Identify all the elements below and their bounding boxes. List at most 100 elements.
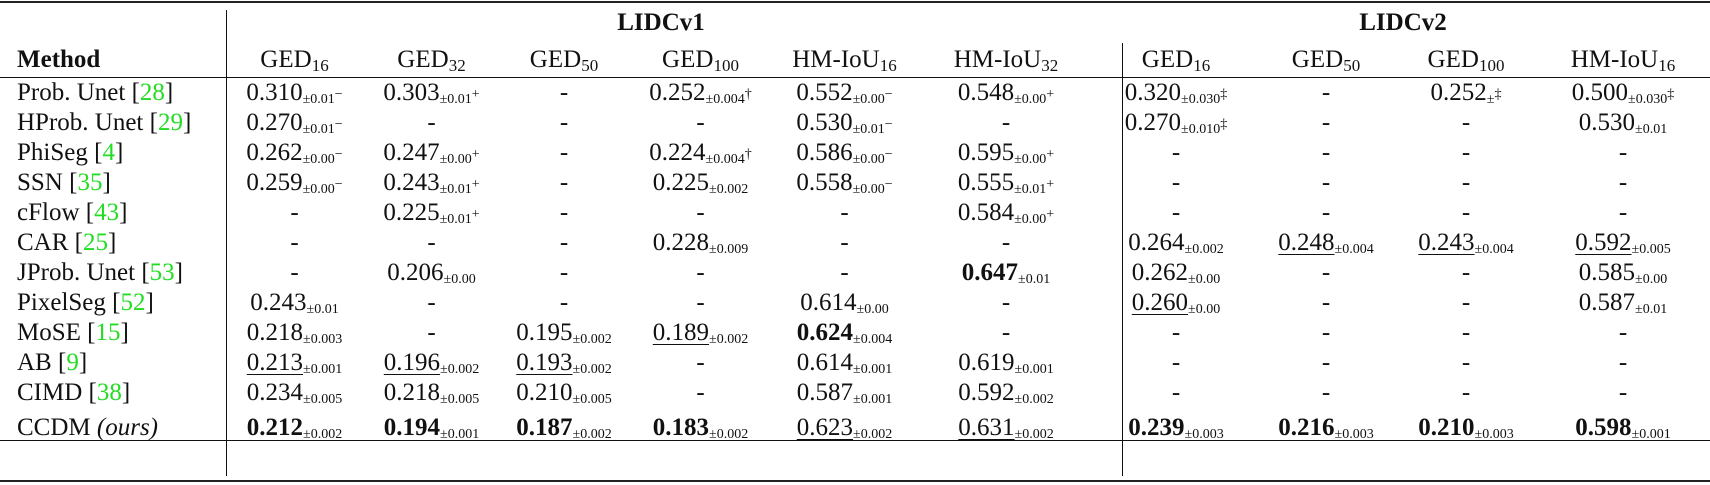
cell-std: ±0.002 [303,427,343,442]
method-name: PixelSeg [17,289,106,316]
citation-link[interactable]: 9 [66,349,79,376]
cell-value: - [1001,289,1011,316]
cell-significance-mark: ‡ [1220,87,1228,102]
cell-value: 0.530 [1578,109,1636,136]
table-cell: - [1396,348,1536,378]
citation-link[interactable]: 25 [82,229,108,256]
column-header-subscript: 16 [1658,55,1676,75]
cell-std: ±0.001 [853,362,893,377]
table-cell: - [1396,258,1536,288]
cell-value: 0.584 [957,199,1015,226]
cell-value: 0.595 [957,139,1015,166]
citation-link[interactable]: 38 [96,379,122,406]
table-cell: 0.614±0.001 [773,348,916,378]
table-cell: 0.647±0.01 [916,258,1096,288]
cell-value: 0.624 [796,319,854,346]
table-cell: 0.270±0.01− [226,108,363,138]
citation-link[interactable]: 43 [94,199,120,226]
table-cell: - [1396,108,1536,138]
table-cell: 0.218±0.003 [226,318,363,348]
cell-value: 0.248 [1278,229,1335,256]
column-header: HM-IoU16 [1536,41,1710,78]
table-cell: 0.270±0.010‡ [1096,108,1256,138]
table-cell: - [1256,288,1396,318]
cell-significance-mark: ‡ [1494,87,1502,102]
citation-link[interactable]: 28 [139,79,165,106]
cell-value: 0.252 [649,79,706,106]
cell-value: 0.558 [796,169,853,196]
cell-std: ±0.01 [439,182,472,197]
table-cell: - [500,258,628,288]
table-cell: 0.216±0.003 [1256,408,1396,446]
citation-link[interactable]: 29 [157,109,183,136]
table-cell: 0.206±0.00 [363,258,500,288]
table-cell: 0.193±0.002 [500,348,628,378]
cell-value: 0.210 [1418,414,1475,441]
cell-value: - [559,229,569,256]
cell-std: ±0.01 [1014,182,1047,197]
table-cell: - [1096,198,1256,228]
cell-value: 0.270 [246,109,303,136]
column-header: HM-IoU32 [916,41,1096,78]
method-name-cell: HProb. Unet [29] [17,109,192,136]
table-cell: - [500,198,628,228]
table-cell: 0.225±0.01+ [363,198,500,228]
cell-value: - [1461,289,1471,316]
cell-value: - [559,169,569,196]
cell-value: 0.592 [1575,229,1632,256]
table-cell: 0.624±0.004 [773,318,916,348]
cell-value: 0.548 [957,79,1015,106]
cell-value: 0.619 [958,349,1015,376]
method-suffix: (ours) [96,414,158,441]
cell-std: ±0.002 [1014,427,1054,442]
table-row: MoSE [15] 0.218±0.003-0.195±0.002 0.189±0.… [0,318,1710,348]
citation-link[interactable]: 53 [149,259,175,286]
column-header-metric: GED [1291,45,1344,73]
method-name-cell: SSN [35] [17,169,111,196]
comparison-table: LIDCv1 LIDCv2 Method GED16 GED32 GED50 GED1… [0,4,1710,446]
cell-value: 0.239 [1128,414,1185,441]
table-cell: - [628,198,773,228]
citation-link[interactable]: 4 [102,139,115,166]
cell-std: ±0.00 [302,152,335,167]
cell-value: 0.196 [383,349,441,376]
cell-value: - [1171,349,1181,376]
citation-link[interactable]: 35 [77,169,103,196]
group-lidcv1: LIDCv1 [617,8,705,36]
cell-significance-mark: − [884,87,893,102]
citation-link[interactable]: 15 [95,319,121,346]
cell-value: - [1321,169,1331,196]
cell-std: ±0.00 [1014,212,1047,227]
cell-std: ±0.002 [440,362,480,377]
cell-value: 0.218 [383,379,441,406]
cell-value: - [1461,379,1471,406]
column-header: GED16 [1096,41,1256,78]
cell-std: ±0.003 [1474,427,1514,442]
cell-value: 0.585 [1578,259,1636,286]
column-header-metric: GED [662,45,714,73]
method-name: CCDM [17,414,91,441]
citation-link[interactable]: 52 [120,289,146,316]
cell-significance-mark: + [471,177,480,192]
column-header-metric: GED [397,45,449,73]
cell-value: 0.631 [958,414,1015,441]
column-header-subscript: 100 [713,55,739,75]
cell-std: ±0.001 [853,392,893,407]
table-cell: - [1096,168,1256,198]
cell-value: - [696,289,705,316]
cell-value: - [1618,319,1628,346]
cell-value: 0.225 [383,199,440,226]
bottom-rule [0,480,1710,482]
cell-std: ±0.030 [1181,92,1221,107]
table-cell: 0.320±0.030‡ [1096,78,1256,108]
cell-value: 0.552 [796,79,853,106]
cell-value: 0.243 [383,169,440,196]
cell-value: 0.228 [652,229,710,256]
table-row: cFlow [43] -0.225±0.01+ - - -0.584±0.00+ - - - - [0,198,1710,228]
cell-significance-mark: − [334,87,343,102]
table-cell: 0.598±0.001 [1536,408,1710,446]
ours-separator-rule [0,440,1710,441]
table-cell: - [628,348,773,378]
table-cell: 0.189±0.002 [628,318,773,348]
cell-value: - [840,259,849,286]
